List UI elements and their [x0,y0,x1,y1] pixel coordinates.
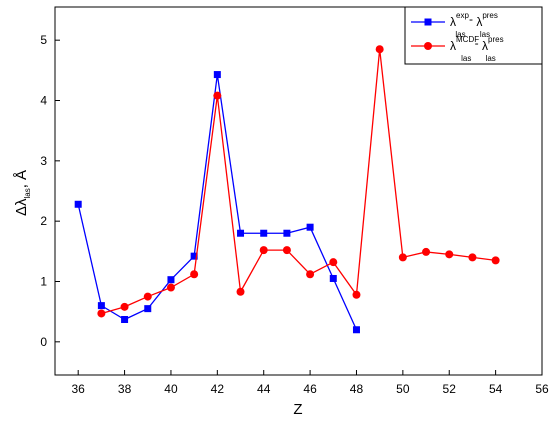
x-tick-label: 36 [72,382,86,396]
data-point [422,247,431,256]
data-point [282,246,291,255]
y-tick-label: 1 [40,274,47,288]
x-tick-label: 48 [350,382,364,396]
data-point [121,315,129,323]
data-point [120,302,129,311]
y-tick-label: 0 [40,335,47,349]
data-point [352,290,361,299]
data-point [97,302,105,310]
y-tick-label: 5 [40,33,47,47]
data-point [167,276,175,284]
data-point [74,200,82,208]
data-point [213,91,222,100]
y-tick-label: 4 [40,94,47,108]
data-point [329,274,337,282]
legend-label: λexp las - λpres las [450,11,498,39]
legend-item-2: λMCDF las - λpres las [411,35,504,63]
data-point [306,223,314,231]
data-point [190,270,199,279]
x-tick-label: 54 [489,382,503,396]
data-point [166,283,175,292]
data-point [375,45,384,54]
x-tick-label: 38 [118,382,132,396]
legend-box [404,6,543,65]
data-point [259,246,268,255]
data-point [190,252,198,260]
y-tick-label: 3 [40,154,47,168]
x-tick-label: 40 [164,382,178,396]
data-point [237,229,245,237]
legend-marker [424,42,432,50]
plot-frame [54,6,543,376]
series-line [77,74,358,331]
series-1 [74,71,360,334]
data-point [143,292,152,301]
series-line [101,49,496,315]
data-point [236,287,245,296]
y-axis-label-sub: las [23,188,32,198]
x-tick-label: 42 [211,382,225,396]
series-2 [97,45,500,318]
x-axis-ticks: 36 38 40 42 44 46 48 50 52 54 56 [72,370,549,396]
data-point [491,256,500,265]
data-point [329,258,338,267]
legend-label: λMCDF las - λpres las [450,35,504,63]
data-point [97,309,106,318]
data-point [306,270,315,279]
x-tick-label: 52 [443,382,457,396]
y-axis-label-main: Δλ [13,198,30,216]
data-point [283,229,291,237]
data-point [213,71,221,79]
x-tick-label: 46 [303,382,317,396]
data-point [260,229,268,237]
series-layer [74,45,500,334]
svg-text:Δλlas, Å: Δλlas, Å [13,170,32,216]
data-point [398,253,407,262]
legend-item-1: λexp las - λpres las [411,11,498,39]
legend-marker [424,18,432,26]
data-point [144,305,152,313]
data-point [468,253,477,262]
x-tick-label: 56 [535,382,549,396]
data-point [445,250,454,259]
y-axis-label: Δλlas, Å [13,170,32,216]
data-point [352,326,360,334]
y-axis-label-unit: , Å [13,170,30,188]
y-tick-label: 2 [40,214,47,228]
y-axis-ticks: 0 1 2 3 4 5 [40,33,60,349]
x-tick-label: 44 [257,382,271,396]
x-tick-label: 50 [396,382,410,396]
x-axis-label: Z [293,401,302,418]
